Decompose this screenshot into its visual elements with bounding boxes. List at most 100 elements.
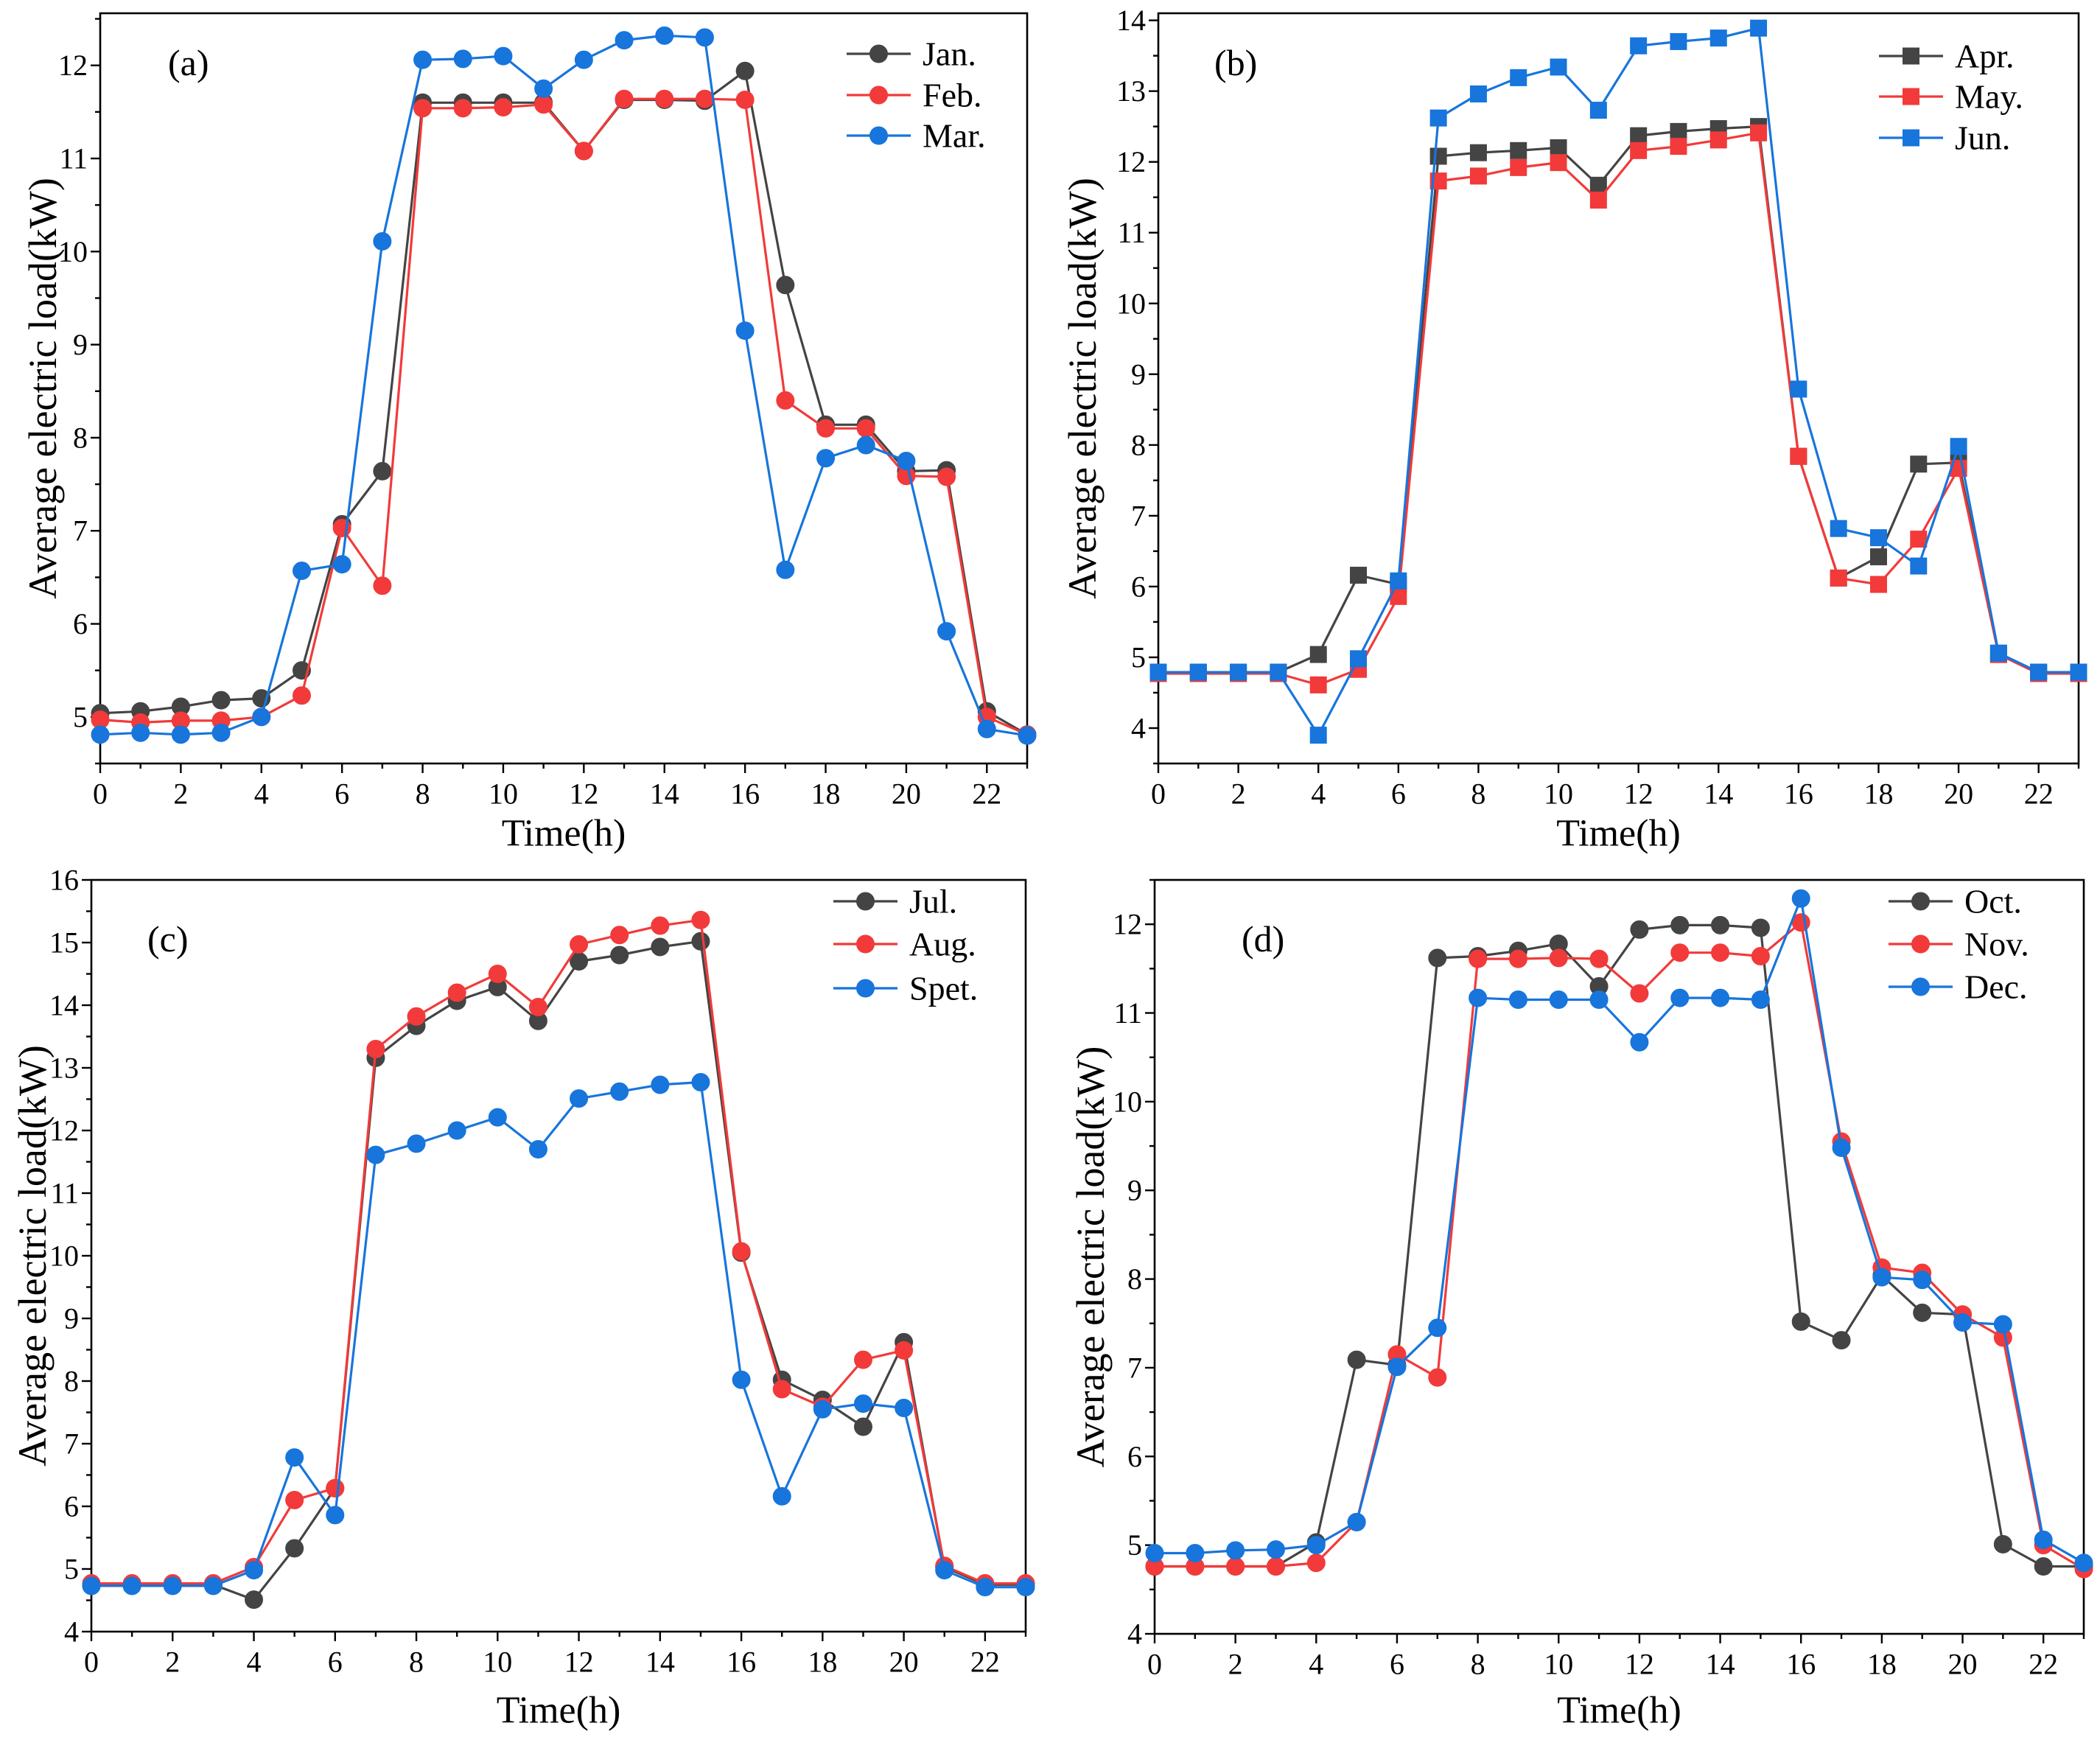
data-point bbox=[1550, 58, 1567, 76]
data-point bbox=[1309, 646, 1327, 663]
data-point bbox=[1790, 447, 1807, 465]
y-tick-label: 7 bbox=[73, 514, 88, 548]
data-point bbox=[1469, 949, 1488, 968]
legend-item: Jan. bbox=[847, 35, 976, 73]
x-tick-label: 12 bbox=[1624, 777, 1653, 811]
data-point bbox=[1993, 1315, 2012, 1334]
data-point bbox=[1189, 663, 1207, 681]
x-tick-label: 18 bbox=[1863, 777, 1893, 811]
data-point bbox=[1670, 915, 1690, 934]
legend: Jan. Feb.Mar. bbox=[847, 35, 986, 155]
x-axis-title: Time(h) bbox=[1556, 813, 1681, 855]
x-tick-label: 18 bbox=[811, 777, 841, 811]
y-tick-label: 7 bbox=[64, 1427, 79, 1461]
data-point bbox=[1630, 127, 1648, 144]
x-tick-label: 22 bbox=[2029, 1648, 2058, 1681]
legend-item: May. bbox=[1879, 78, 2023, 116]
y-tick-label: 12 bbox=[1116, 145, 1146, 178]
y-tick-label: 4 bbox=[64, 1615, 79, 1649]
data-point bbox=[776, 391, 795, 410]
data-point bbox=[1670, 988, 1690, 1007]
data-point bbox=[1347, 1512, 1366, 1531]
legend-marker bbox=[869, 44, 888, 63]
data-point bbox=[772, 1486, 791, 1506]
data-point bbox=[1630, 984, 1649, 1003]
data-point bbox=[326, 1506, 345, 1525]
data-point bbox=[1429, 147, 1447, 165]
panel-a: 0 2 4 6 8 10 12 14 16 18 20 2256789101112Time(h)Ave… bbox=[21, 12, 1037, 855]
y-tick-label: 5 bbox=[1131, 640, 1146, 674]
data-point bbox=[816, 449, 836, 468]
data-point bbox=[1751, 918, 1770, 937]
data-point bbox=[1309, 676, 1327, 693]
legend-label: Feb. bbox=[923, 77, 982, 114]
x-tick-label: 20 bbox=[1944, 777, 1973, 811]
y-tick-label: 12 bbox=[1113, 908, 1142, 941]
data-point bbox=[570, 1089, 589, 1108]
data-point bbox=[691, 1073, 710, 1092]
data-point bbox=[1709, 131, 1727, 149]
data-point bbox=[610, 946, 629, 965]
x-tick-label: 22 bbox=[970, 1646, 1000, 1679]
x-tick-label: 0 bbox=[93, 777, 108, 811]
data-point bbox=[292, 562, 311, 581]
plot-frame bbox=[1153, 878, 2085, 1635]
data-point bbox=[534, 95, 553, 114]
data-point bbox=[211, 723, 231, 742]
data-point bbox=[610, 1082, 629, 1101]
data-point bbox=[203, 1576, 223, 1596]
data-point bbox=[407, 1134, 426, 1153]
legend-label: Jul. bbox=[909, 883, 957, 920]
x-tick-label: 12 bbox=[564, 1646, 594, 1679]
data-point bbox=[1589, 192, 1607, 209]
data-point bbox=[171, 725, 190, 744]
legend: Jul. Aug. Spet. bbox=[833, 883, 978, 1007]
y-tick-label: 4 bbox=[1131, 711, 1146, 744]
x-tick-label: 4 bbox=[1309, 1648, 1323, 1681]
data-point bbox=[82, 1576, 101, 1596]
x-tick-label: 4 bbox=[254, 777, 269, 811]
x-axis-title: Time(h) bbox=[497, 1690, 621, 1732]
x-tick-label: 4 bbox=[247, 1646, 262, 1679]
y-tick-label: 9 bbox=[73, 328, 88, 361]
data-point bbox=[1390, 572, 1407, 590]
data-point bbox=[1872, 1268, 1891, 1287]
x-tick-label: 2 bbox=[1228, 1648, 1243, 1681]
data-point bbox=[776, 560, 795, 579]
legend-label: Aug. bbox=[909, 926, 976, 963]
data-point bbox=[1186, 1543, 1205, 1562]
y-tick-label: 11 bbox=[1113, 996, 1142, 1030]
data-point bbox=[897, 452, 916, 471]
data-point bbox=[366, 1145, 385, 1164]
data-point bbox=[1016, 1578, 1035, 1597]
legend-item: Dec. bbox=[1889, 968, 2028, 1006]
legend-label: May. bbox=[1955, 78, 2023, 116]
data-point bbox=[1670, 32, 1687, 50]
data-point bbox=[1670, 943, 1690, 962]
y-tick-label: 10 bbox=[1113, 1085, 1142, 1118]
x-tick-label: 12 bbox=[1625, 1648, 1654, 1681]
y-tick-label: 6 bbox=[64, 1490, 79, 1523]
legend-label: Nov. bbox=[1964, 926, 2029, 963]
data-point bbox=[1510, 141, 1527, 159]
data-point bbox=[528, 1140, 547, 1158]
data-point bbox=[1510, 158, 1527, 176]
x-tick-label: 16 bbox=[730, 777, 760, 811]
data-point bbox=[1149, 663, 1167, 681]
legend-item: Apr. bbox=[1879, 38, 2015, 75]
y-tick-label: 15 bbox=[49, 926, 79, 960]
y-tick-label: 4 bbox=[1127, 1618, 1142, 1651]
data-point bbox=[285, 1448, 304, 1467]
data-point bbox=[413, 50, 433, 69]
data-point bbox=[1791, 1312, 1810, 1331]
data-point bbox=[488, 1108, 507, 1127]
data-point bbox=[610, 926, 629, 945]
data-point bbox=[1309, 727, 1327, 744]
panel-label: (b) bbox=[1214, 42, 1257, 83]
x-tick-label: 20 bbox=[889, 1646, 919, 1679]
data-point bbox=[1428, 948, 1447, 968]
x-tick-label: 14 bbox=[1706, 1648, 1735, 1681]
data-point bbox=[1750, 19, 1768, 37]
data-point bbox=[1709, 29, 1727, 47]
data-point bbox=[1910, 557, 1928, 575]
